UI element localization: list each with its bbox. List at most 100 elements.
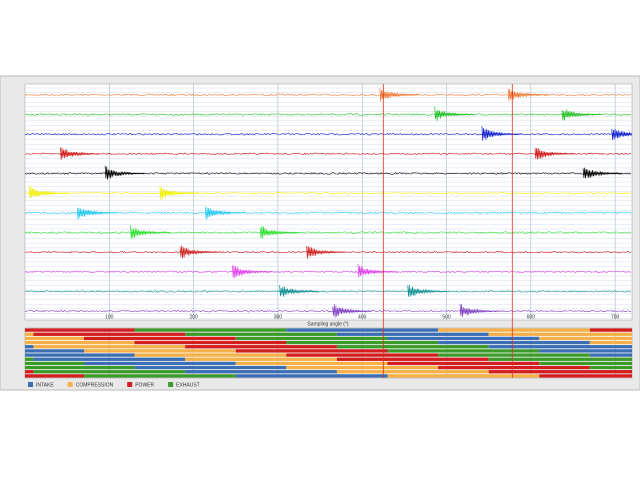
x-tick-label: 700 (611, 314, 620, 320)
burst (332, 304, 373, 318)
legend-label: INTAKE (36, 382, 54, 388)
burst (28, 186, 69, 199)
phase-segment (25, 349, 85, 353)
phase-segment (134, 328, 287, 332)
burst (76, 207, 117, 220)
phase-segment (488, 332, 632, 336)
legend-swatch (28, 382, 33, 387)
burst (130, 224, 170, 240)
phase-segment (185, 332, 337, 336)
phase-segment (235, 336, 388, 341)
burst (481, 126, 522, 141)
x-tick-label: 600 (527, 314, 536, 320)
trace-noise (24, 309, 632, 313)
burst (357, 263, 398, 278)
phase-segment (539, 374, 632, 378)
x-tick-label: 200 (189, 314, 198, 320)
burst (205, 206, 245, 220)
x-tick-label: 500 (442, 314, 451, 320)
trace-noise (24, 132, 632, 136)
phase-segment (336, 332, 489, 336)
x-tick-label: 300 (274, 314, 283, 320)
phase-segment (134, 340, 287, 345)
burst (507, 88, 548, 101)
phase-segment (387, 374, 540, 378)
phase-segment (286, 328, 439, 332)
burst (279, 285, 319, 297)
burst (582, 167, 623, 179)
legend-swatch (168, 382, 174, 387)
trace-noise (24, 270, 632, 274)
phase-segment (336, 357, 489, 361)
legend-swatch (127, 382, 133, 387)
burst (459, 303, 500, 318)
phase-segment (286, 353, 439, 357)
burst (306, 245, 346, 259)
burst (104, 165, 145, 180)
phase-segment (539, 361, 632, 366)
phase-segment (235, 349, 388, 353)
phase-segment (539, 336, 632, 341)
phase-segment (387, 361, 540, 366)
trace-noise (24, 113, 632, 116)
burst (159, 185, 200, 200)
phase-segment (25, 345, 34, 349)
phase-segment (134, 353, 287, 357)
phase-segment (25, 365, 135, 370)
phase-segment (25, 370, 34, 374)
burst (232, 265, 272, 279)
phase-segment (336, 370, 489, 374)
x-tick-label: 100 (105, 314, 114, 320)
burst (561, 109, 602, 121)
phase-segment (235, 361, 388, 366)
phase-segment (185, 345, 337, 349)
burst (407, 284, 448, 297)
phase-segment (33, 370, 186, 374)
phase-segment (185, 370, 337, 374)
phase-segment (589, 365, 632, 370)
phase-segment (25, 374, 85, 378)
phase-segment (438, 340, 590, 345)
phase-segment (84, 361, 236, 366)
phase-segment (488, 370, 632, 374)
phase-segment (539, 349, 632, 353)
legend-label: POWER (135, 382, 154, 388)
phase-segment (589, 328, 632, 332)
legend-label: EXHAUST (176, 382, 200, 388)
phase-segment (25, 328, 135, 332)
phase-segment (438, 353, 590, 357)
phase-segment (25, 357, 34, 361)
burst (434, 106, 475, 121)
phase-segment (25, 361, 85, 366)
trace-noise (24, 231, 632, 234)
burst (179, 245, 220, 259)
plot-area (24, 83, 633, 321)
trace-noise (24, 290, 632, 293)
trace-noise (25, 191, 632, 195)
legend-swatch (67, 382, 73, 387)
x-axis-label: Sampling angle (°) (307, 321, 349, 327)
burst (60, 147, 100, 160)
phase-segment (33, 345, 186, 349)
phase-segment (25, 353, 135, 357)
phase-segment (387, 349, 540, 353)
phase-segment (33, 357, 186, 361)
phase-segment (25, 336, 85, 341)
phase-segment (488, 345, 632, 349)
phase-segment (235, 374, 388, 378)
phase-segment (185, 357, 337, 361)
phase-segment (84, 374, 236, 378)
burst (534, 147, 575, 160)
phase-segment (387, 336, 540, 341)
trace-noise (24, 152, 632, 156)
phase-segment (84, 349, 236, 353)
burst (379, 88, 420, 102)
phase-segment (336, 345, 489, 349)
trace-noise (24, 211, 632, 215)
phase-segment (438, 328, 590, 332)
phase-segment (589, 340, 632, 345)
burst (611, 128, 633, 140)
phase-segment (589, 353, 632, 357)
